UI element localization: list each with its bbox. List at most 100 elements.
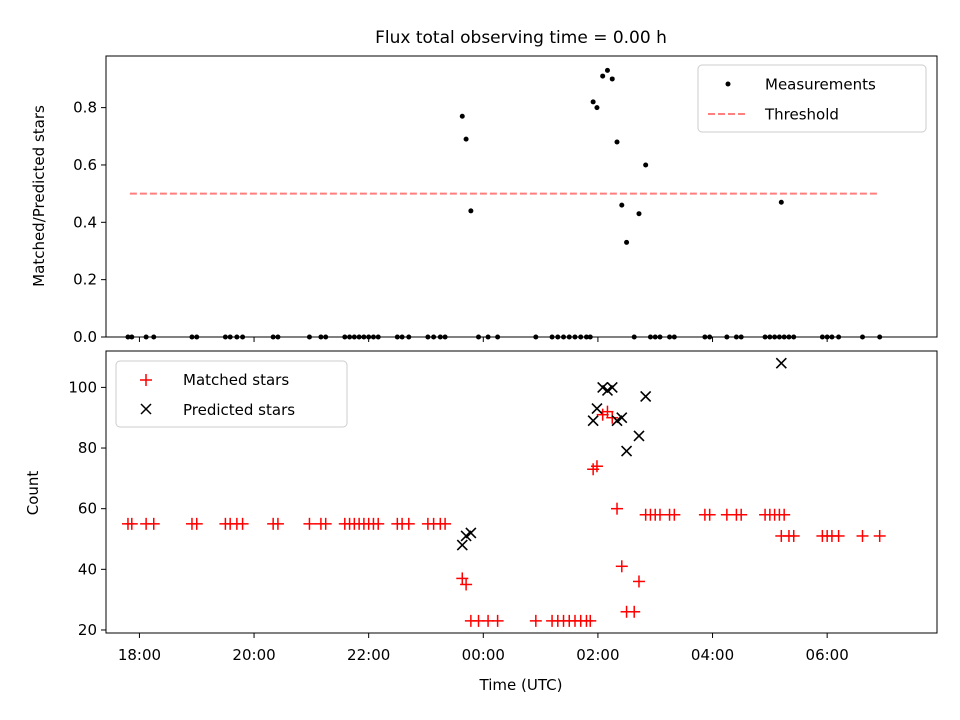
top-y-axis-label: Matched/Predicted stars [30, 105, 48, 287]
predicted-star-point [460, 530, 472, 542]
matched-star-point [615, 560, 628, 573]
legend-threshold-label: Threshold [764, 106, 839, 124]
measurement-point [604, 67, 610, 73]
measurement-point [614, 139, 620, 145]
matched-star-point [632, 575, 645, 588]
matched-star-point [190, 517, 203, 530]
legend-predicted-label: Predicted stars [183, 401, 295, 419]
matched-star-point [873, 529, 886, 542]
matched-star-point [611, 502, 624, 515]
matched-star-point [319, 517, 332, 530]
bottom-y-axis-label: Count [24, 471, 42, 516]
y-tick-label: 80 [78, 439, 97, 457]
measurement-point [619, 202, 625, 208]
predicted-star-point [616, 412, 628, 424]
y-tick-label: 60 [78, 500, 97, 518]
bottom-legend: Matched stars Predicted stars [115, 360, 348, 428]
measurement-point [636, 211, 642, 217]
legend-measurements-label: Measurements [765, 76, 876, 94]
matched-star-point [832, 529, 845, 542]
matched-star-point [601, 405, 614, 418]
legend-predicted-x-icon [140, 403, 152, 415]
y-tick-label: 40 [78, 560, 97, 578]
y-tick-label: 0.8 [73, 99, 97, 117]
y-tick-label: 0.6 [73, 156, 97, 174]
x-tick-label: 00:00 [462, 646, 505, 664]
x-tick-label: 22:00 [347, 646, 390, 664]
bottom-plot-frame [105, 350, 938, 634]
top-legend-box [697, 64, 927, 133]
measurement-point [594, 105, 600, 111]
y-tick-label: 0.0 [73, 328, 97, 346]
bottom-y-ticks: 20 40 60 80 100 [68, 378, 106, 639]
predicted-star-point [640, 390, 652, 403]
predicted-star-point [591, 403, 603, 415]
y-tick-label: 20 [78, 621, 97, 639]
predicted-star-point [456, 539, 468, 551]
matched-star-point [596, 408, 609, 421]
matched-star-point [271, 517, 284, 530]
bottom-panel: Count Time (UTC) 20 40 60 80 100 18:00 20:00 2… [24, 350, 938, 694]
predicted-star-point [633, 430, 645, 442]
measurement-point [609, 76, 615, 82]
top-panel: Flux total observing time = 0.00 h Match… [30, 28, 938, 346]
bottom-x-axis-label: Time (UTC) [479, 676, 563, 694]
predicted-star-point [597, 381, 609, 393]
x-tick-label: 06:00 [806, 646, 849, 664]
predicted-stars-layer [456, 357, 787, 551]
matched-star-point [778, 508, 791, 521]
matched-star-point [735, 508, 748, 521]
top-plot-frame [105, 55, 938, 338]
predicted-star-point [587, 415, 599, 427]
matched-star-point [606, 411, 619, 424]
matched-star-point [456, 572, 469, 585]
predicted-star-point [601, 384, 614, 396]
top-chart-title: Flux total observing time = 0.00 h [375, 28, 667, 48]
predicted-star-point [621, 445, 633, 457]
matched-star-point [460, 578, 473, 591]
matched-star-point [372, 517, 385, 530]
bottom-x-ticks: 18:00 20:00 22:00 00:00 02:00 04:00 06:00 [118, 633, 849, 664]
matched-star-point [125, 517, 138, 530]
measurement-point [778, 199, 784, 205]
legend-matched-label: Matched stars [183, 371, 289, 389]
matched-star-point [628, 605, 641, 618]
matched-star-point [303, 517, 316, 530]
predicted-star-point [465, 527, 477, 539]
x-tick-label: 04:00 [691, 646, 734, 664]
matched-star-point [491, 614, 504, 627]
legend-matched-plus-icon [140, 374, 152, 386]
matched-star-point [787, 529, 800, 542]
y-tick-label: 0.4 [73, 213, 97, 231]
matched-star-point [147, 517, 160, 530]
matched-star-point [236, 517, 249, 530]
x-tick-label: 20:00 [232, 646, 275, 664]
measurement-point [643, 162, 649, 168]
bottom-legend-box [115, 360, 348, 428]
top-legend: Measurements Threshold [697, 64, 927, 133]
y-tick-label: 100 [68, 378, 97, 396]
measurement-point [600, 73, 606, 79]
matched-star-point [402, 517, 415, 530]
x-tick-label: 18:00 [118, 646, 161, 664]
matched-star-point [439, 517, 452, 530]
predicted-star-point [606, 381, 618, 393]
measurement-point [459, 113, 465, 119]
matched-star-point [703, 508, 716, 521]
legend-measurements-dot-icon [725, 81, 731, 87]
y-tick-label: 0.2 [73, 271, 97, 289]
x-tick-label: 02:00 [576, 646, 619, 664]
measurement-point [590, 99, 596, 105]
matched-star-point [584, 614, 597, 627]
matched-stars-layer [121, 405, 886, 627]
top-y-ticks: 0.0 0.2 0.4 0.6 0.8 [73, 99, 106, 346]
matched-star-point [856, 529, 869, 542]
matched-star-point [529, 614, 542, 627]
measurement-point [624, 239, 630, 245]
matched-star-point [668, 508, 681, 521]
predicted-star-point [611, 415, 623, 427]
predicted-star-point [775, 357, 787, 369]
matched-star-point [590, 460, 603, 473]
top-x-ticks [138, 337, 828, 342]
